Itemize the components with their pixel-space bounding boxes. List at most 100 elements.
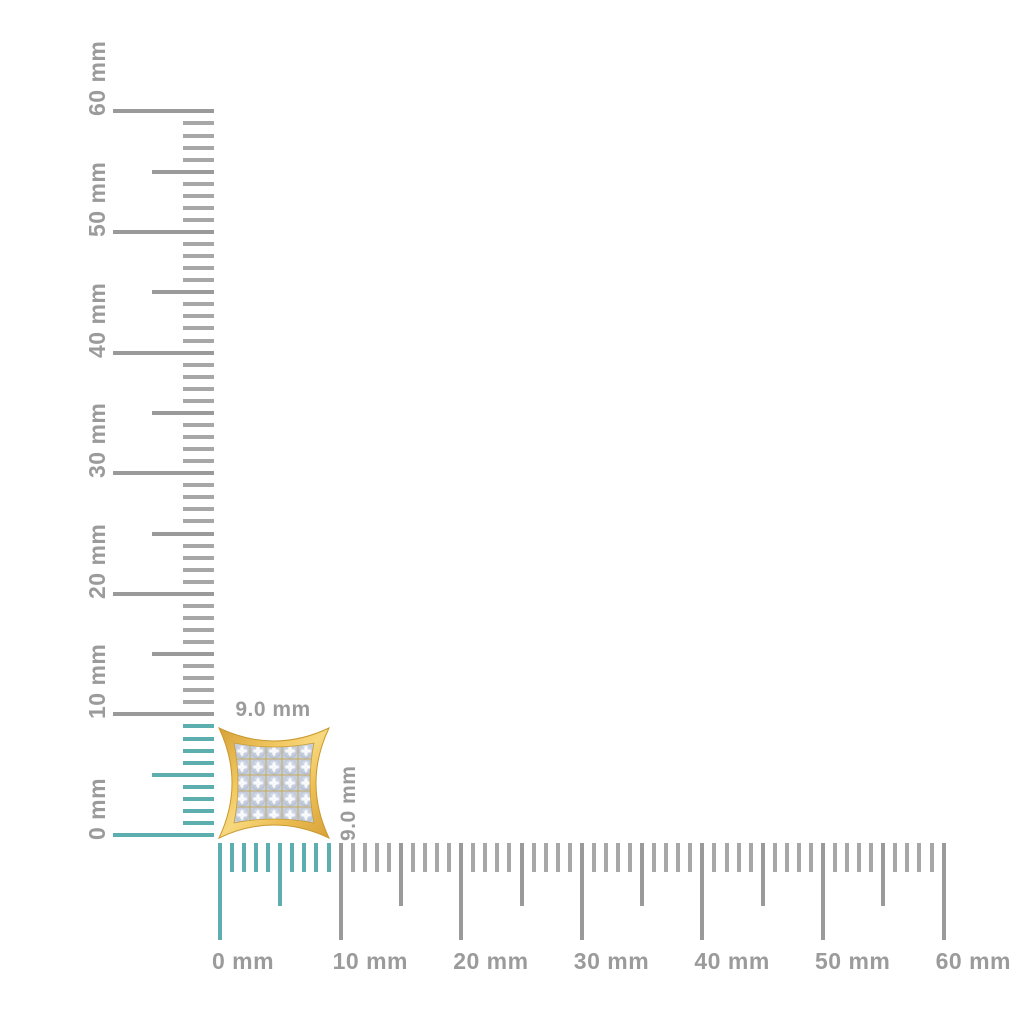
h-tick-4mm [266, 843, 271, 872]
h-tick-32mm [603, 843, 608, 872]
h-tick-46mm [772, 843, 777, 872]
h-tick-26mm [531, 843, 536, 872]
v-tick-28mm [183, 495, 214, 500]
h-tick-38mm [676, 843, 681, 872]
v-tick-39mm [183, 362, 214, 367]
item-height-label: 9.0 mm [337, 765, 360, 841]
h-tick-23mm [495, 843, 500, 872]
v-ruler-label-20mm: 20 mm [84, 523, 110, 599]
v-tick-17mm [183, 627, 214, 632]
h-ruler-label-40mm: 40 mm [694, 948, 770, 974]
v-tick-56mm [183, 157, 214, 162]
h-ruler-label-30mm: 30 mm [573, 948, 650, 974]
h-tick-48mm [796, 843, 801, 872]
h-tick-34mm [628, 843, 633, 872]
h-tick-15mm [398, 843, 403, 906]
h-tick-16mm [410, 843, 415, 872]
v-tick-32mm [183, 447, 214, 452]
v-tick-12mm [183, 688, 214, 693]
v-tick-23mm [183, 555, 214, 560]
v-ruler-label-60mm: 60 mm [84, 41, 110, 117]
v-tick-47mm [183, 266, 214, 271]
v-tick-50mm [113, 230, 214, 234]
h-tick-17mm [423, 843, 428, 872]
h-ruler-label-0mm: 0 mm [212, 948, 275, 974]
h-tick-49mm [808, 843, 813, 872]
v-tick-55mm [152, 169, 214, 174]
v-tick-18mm [183, 615, 214, 620]
v-tick-16mm [183, 640, 214, 645]
h-tick-33mm [615, 843, 620, 872]
h-tick-60mm [941, 843, 946, 940]
v-tick-40mm [113, 350, 214, 355]
v-tick-21mm [183, 579, 214, 584]
h-tick-57mm [905, 843, 910, 872]
v-tick-14mm [183, 664, 214, 669]
v-ruler-label-50mm: 50 mm [84, 161, 110, 237]
stud-pave-area [233, 742, 315, 824]
v-tick-33mm [183, 435, 214, 440]
h-tick-35mm [640, 843, 645, 906]
h-tick-7mm [302, 843, 307, 872]
v-tick-9mm [183, 724, 214, 729]
h-tick-42mm [724, 843, 729, 872]
v-tick-37mm [183, 386, 214, 391]
h-tick-37mm [664, 843, 669, 872]
h-tick-14mm [386, 843, 391, 872]
v-tick-31mm [183, 459, 214, 464]
v-tick-20mm [113, 591, 214, 596]
h-tick-40mm [700, 843, 705, 940]
v-tick-0mm [113, 833, 214, 837]
v-tick-60mm [113, 109, 214, 114]
v-tick-5mm [152, 772, 214, 777]
v-tick-38mm [183, 374, 214, 379]
v-tick-35mm [152, 410, 214, 415]
h-tick-51mm [833, 843, 838, 872]
v-tick-7mm [183, 748, 214, 753]
v-tick-2mm [183, 808, 214, 813]
h-tick-52mm [845, 843, 850, 872]
h-tick-50mm [821, 843, 825, 940]
h-tick-30mm [579, 843, 584, 940]
v-tick-45mm [152, 290, 214, 295]
h-tick-22mm [483, 843, 488, 872]
h-tick-25mm [519, 843, 524, 906]
v-tick-42mm [183, 326, 214, 331]
h-tick-59mm [929, 843, 934, 872]
h-ruler-label-60mm: 60 mm [935, 948, 1011, 974]
h-tick-31mm [591, 843, 596, 872]
v-tick-13mm [183, 676, 214, 681]
h-tick-6mm [290, 843, 295, 872]
h-tick-13mm [374, 843, 379, 872]
v-tick-43mm [183, 314, 214, 319]
h-tick-55mm [881, 843, 886, 906]
h-tick-29mm [567, 843, 572, 872]
v-tick-4mm [183, 784, 214, 789]
v-tick-34mm [183, 422, 214, 427]
v-tick-46mm [183, 278, 214, 283]
h-ruler-label-50mm: 50 mm [815, 948, 891, 974]
h-tick-8mm [314, 843, 319, 872]
v-tick-58mm [183, 133, 214, 138]
h-tick-28mm [555, 843, 560, 872]
v-tick-59mm [183, 121, 214, 126]
v-tick-53mm [183, 193, 214, 198]
h-tick-47mm [784, 843, 789, 872]
v-tick-48mm [183, 254, 214, 259]
h-tick-56mm [893, 843, 898, 872]
v-tick-36mm [183, 398, 214, 403]
v-tick-30mm [113, 471, 214, 476]
h-tick-24mm [507, 843, 512, 872]
h-tick-2mm [242, 843, 247, 872]
h-tick-11mm [350, 843, 355, 872]
v-tick-1mm [183, 820, 214, 825]
h-tick-44mm [748, 843, 753, 872]
v-tick-25mm [152, 531, 214, 536]
v-tick-8mm [183, 736, 214, 741]
h-tick-19mm [447, 843, 452, 872]
item-width-label: 9.0 mm [235, 698, 311, 721]
v-ruler-label-10mm: 10 mm [84, 644, 110, 720]
h-tick-45mm [760, 843, 765, 906]
product-item [218, 727, 330, 839]
h-tick-27mm [543, 843, 548, 872]
